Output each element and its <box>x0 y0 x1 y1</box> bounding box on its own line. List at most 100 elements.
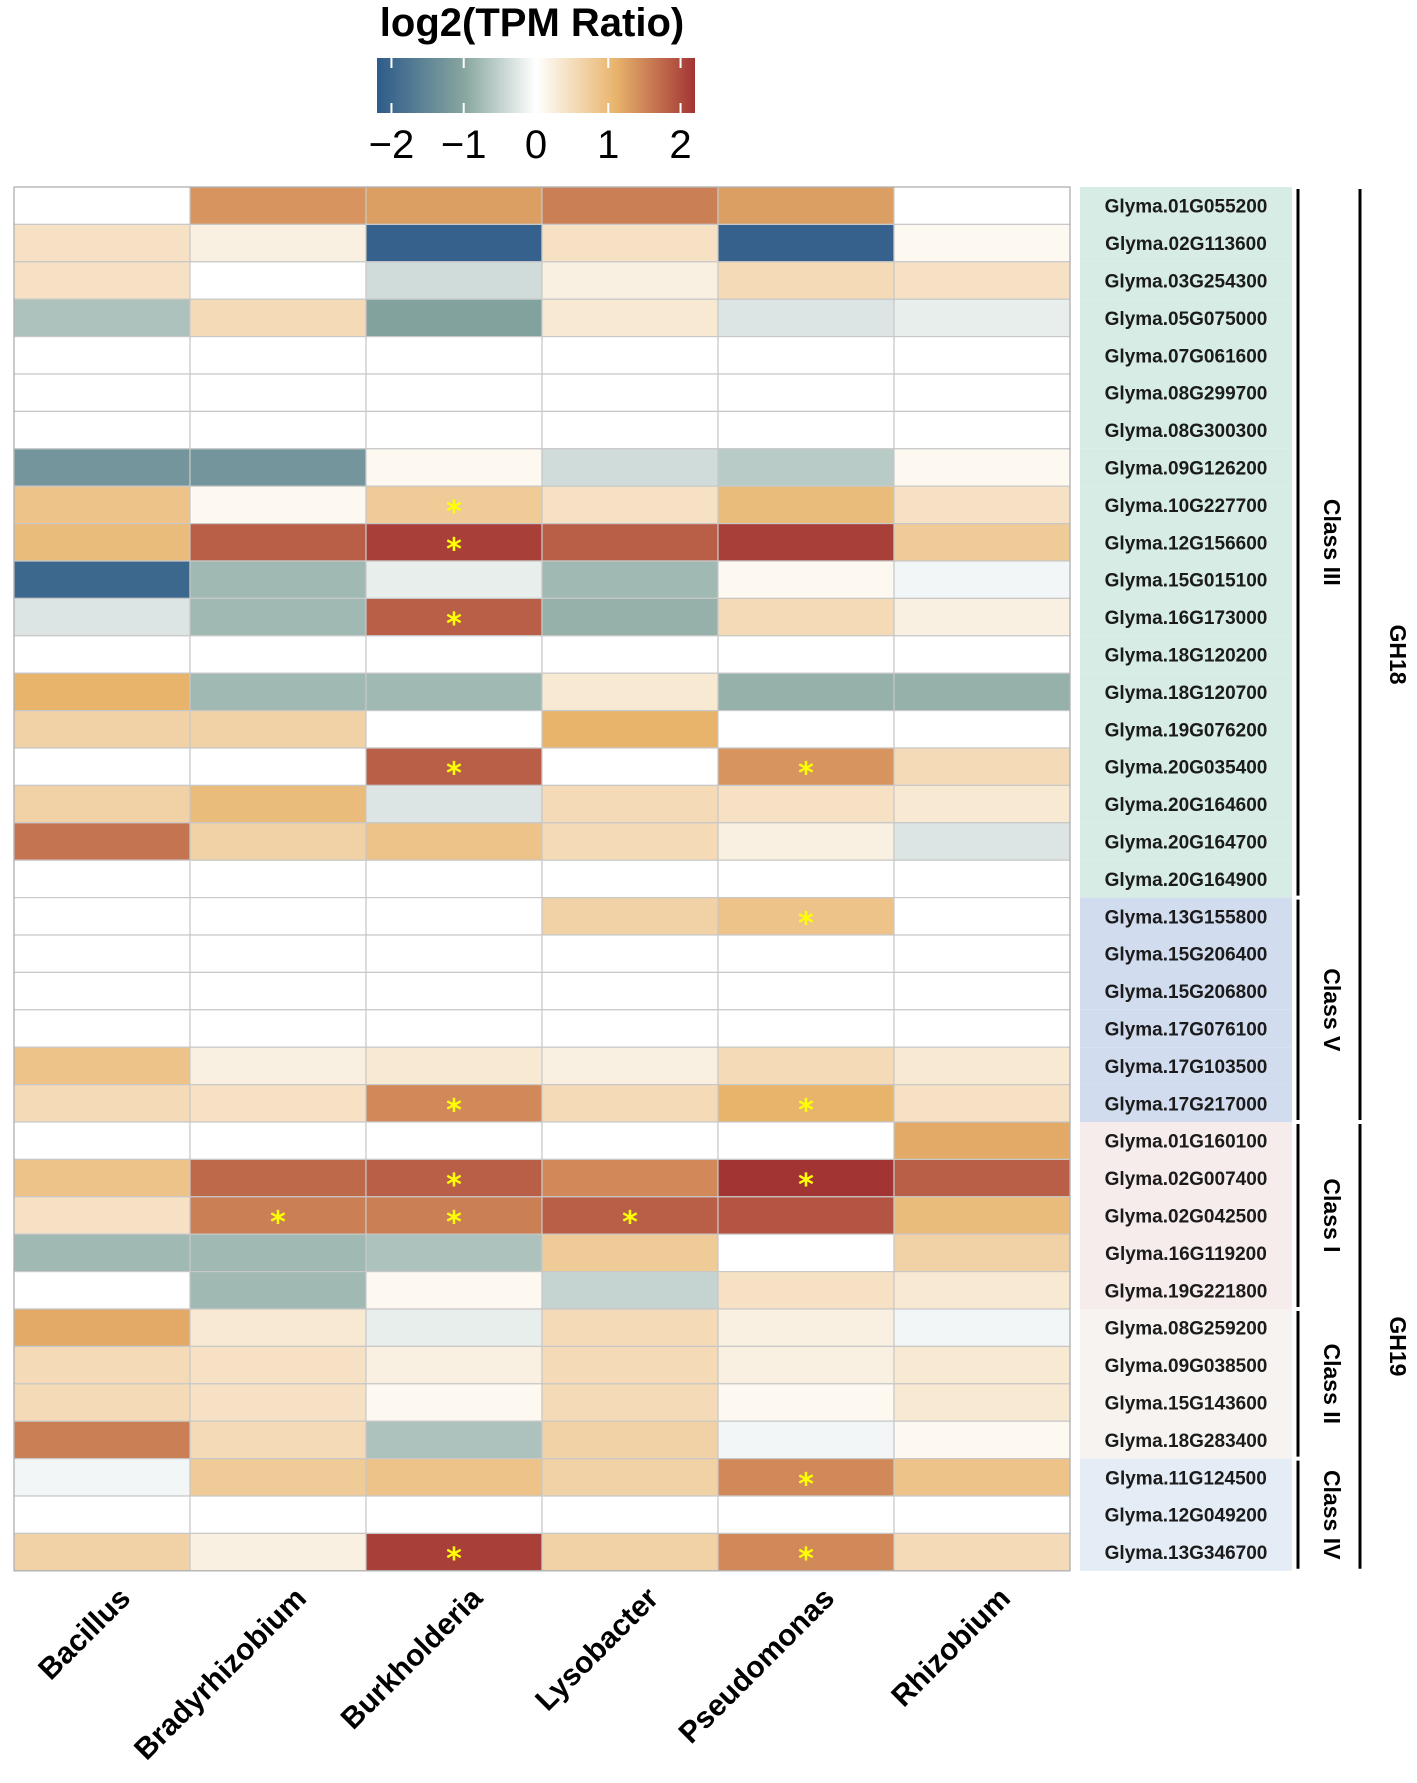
heatmap-cell <box>541 747 719 787</box>
heatmap-cell <box>13 1270 191 1310</box>
heatmap-cell <box>365 1308 543 1348</box>
heatmap-cell <box>365 336 543 375</box>
column-label: Pseudomonas <box>673 1582 841 1750</box>
heatmap-cell <box>365 1158 543 1198</box>
heatmap-cell <box>13 784 191 824</box>
heatmap-cell <box>13 1121 191 1161</box>
heatmap-cell <box>541 784 719 824</box>
heatmap-cell <box>717 971 895 1011</box>
row-label: Glyma.19G076200 <box>1105 720 1268 741</box>
heatmap-cell <box>189 1270 367 1310</box>
row-label: Glyma.08G300300 <box>1105 421 1268 442</box>
heatmap-cell <box>541 373 719 413</box>
heatmap-cell <box>189 1046 367 1086</box>
heatmap-cell <box>541 560 719 600</box>
heatmap-cell <box>189 784 367 824</box>
heatmap-cell <box>717 934 895 974</box>
row-label-bg <box>1080 1084 1292 1122</box>
row-label: Glyma.19G221800 <box>1105 1281 1268 1302</box>
heatmap-cell <box>189 1420 367 1460</box>
column-label: Lysobacter <box>529 1581 665 1717</box>
row-label-bg <box>1080 1383 1292 1422</box>
heatmap-cell <box>717 1046 895 1086</box>
heatmap-cell <box>13 186 191 226</box>
row-label: Glyma.17G217000 <box>1105 1094 1268 1115</box>
heatmap-cell <box>189 261 367 300</box>
heatmap-cell <box>13 560 191 600</box>
heatmap-cell <box>541 709 719 749</box>
heatmap-cell <box>365 1457 543 1497</box>
heatmap-cell <box>717 261 895 300</box>
heatmap-border <box>13 186 1071 1572</box>
heatmap-cell <box>13 1196 191 1235</box>
heatmap-cell <box>365 1383 543 1422</box>
class-label: Class II <box>1319 1344 1345 1425</box>
heatmap-cell <box>541 522 719 562</box>
heatmap-cell <box>717 672 895 712</box>
heatmap-cell <box>13 410 191 450</box>
heatmap-cell <box>717 1457 895 1497</box>
column-label: Burkholderia <box>335 1581 489 1735</box>
heatmap-cell <box>893 1308 1071 1348</box>
row-label: Glyma.18G120200 <box>1105 646 1268 667</box>
heatmap-cell <box>13 971 191 1011</box>
heatmap-cell <box>365 1495 543 1535</box>
heatmap-cell <box>893 410 1071 450</box>
heatmap-cell <box>365 1270 543 1310</box>
heatmap-cell <box>893 186 1071 226</box>
heatmap-cell <box>189 1532 367 1572</box>
significance-star: * <box>446 757 462 792</box>
heatmap-cell <box>189 485 367 525</box>
significance-markers: **** *** ** ** * *** * <box>270 495 814 1577</box>
heatmap-cell <box>541 1308 719 1348</box>
heatmap-cell <box>189 336 367 375</box>
heatmap-cell <box>13 896 191 936</box>
heatmap-cell <box>365 1009 543 1048</box>
heatmap-cell <box>541 1158 719 1198</box>
heatmap-cell <box>365 1345 543 1385</box>
heatmap-cell <box>717 448 895 487</box>
heatmap-cell <box>541 298 719 338</box>
heatmap-cell <box>189 971 367 1011</box>
row-label-bg <box>1080 1009 1292 1048</box>
heatmap-cell <box>13 1308 191 1348</box>
row-label: Glyma.20G164700 <box>1105 833 1268 854</box>
row-label-bg <box>1080 561 1292 599</box>
heatmap-cell <box>365 186 543 226</box>
heatmap-cell <box>13 1233 191 1273</box>
heatmap-cell <box>13 859 191 899</box>
heatmap-cell <box>893 1121 1071 1161</box>
heatmap-cell <box>189 1009 367 1048</box>
row-label-bg <box>1080 411 1292 449</box>
heatmap-cell <box>893 1083 1071 1123</box>
row-label: Glyma.15G015100 <box>1105 571 1268 592</box>
heatmap-cell <box>893 822 1071 861</box>
heatmap-cell <box>189 522 367 562</box>
heatmap-cell <box>189 747 367 787</box>
heatmap-cell <box>717 1532 895 1572</box>
heatmap-cell <box>717 1158 895 1198</box>
heatmap-cell <box>365 709 543 749</box>
heatmap-cell <box>893 597 1071 637</box>
significance-star: * <box>798 1467 814 1502</box>
heatmap-cell <box>541 859 719 899</box>
class-label: Class IV <box>1319 1470 1345 1560</box>
heatmap-cell <box>893 1345 1071 1385</box>
heatmap-cell <box>365 896 543 936</box>
heatmap-cell <box>717 485 895 525</box>
heatmap-cell <box>717 522 895 562</box>
heatmap-cell <box>541 1083 719 1123</box>
heatmap-cell <box>893 261 1071 300</box>
heatmap-cell <box>893 1009 1071 1048</box>
row-group-brackets: Class III Class V Class I Class II Class IV G… <box>1296 189 1411 1569</box>
row-label-bg <box>1080 748 1292 786</box>
family-label: GH19 <box>1385 1316 1411 1376</box>
heatmap-cell <box>541 822 719 861</box>
row-label-bg <box>1080 1122 1292 1160</box>
heatmap-cell <box>189 672 367 712</box>
heatmap-cell <box>189 1196 367 1235</box>
row-label: Glyma.01G055200 <box>1105 197 1268 218</box>
heatmap-cell <box>893 1532 1071 1572</box>
heatmap-cell <box>541 485 719 525</box>
